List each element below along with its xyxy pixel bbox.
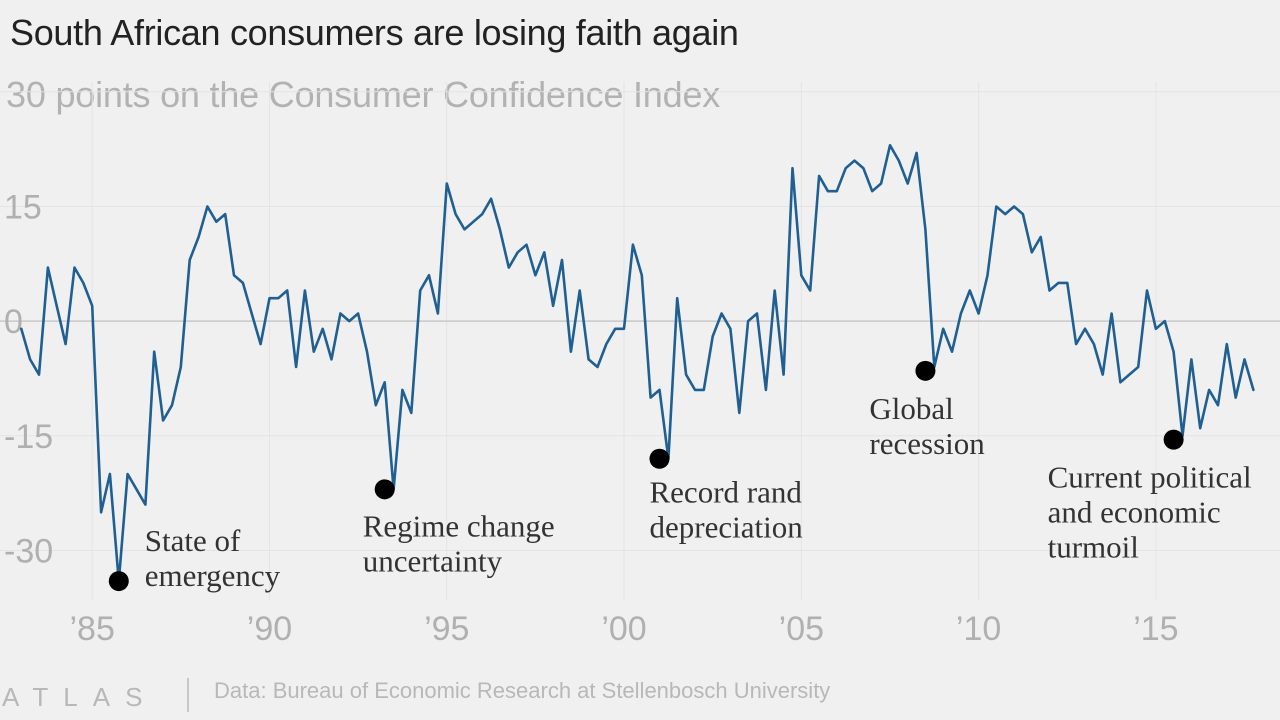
annotation-label: depreciation	[650, 510, 804, 545]
source-note: Data: Bureau of Economic Research at Ste…	[214, 678, 831, 703]
annotation-marker	[915, 360, 936, 381]
chart-subtitle: 30 points on the Consumer Confidence Ind…	[6, 74, 721, 115]
annotation-label: Global	[869, 391, 953, 426]
x-tick-label: ’15	[1133, 610, 1178, 648]
annotation-label: State of	[145, 523, 241, 558]
annotation-marker	[1163, 429, 1184, 450]
x-tick-label: ’90	[247, 610, 292, 648]
annotation-label: and economic	[1048, 495, 1221, 530]
line-chart: 15 0 -15 -30 ’85 ’90 ’95 ’00 ’05 ’10 ’15 State of…	[0, 82, 1280, 648]
y-tick-label: -15	[4, 418, 53, 456]
x-tick-label: ’85	[70, 610, 115, 648]
x-tick-label: ’10	[956, 610, 1001, 648]
y-tick-label: -30	[4, 532, 53, 570]
annotation-marker	[649, 448, 670, 469]
atlas-logo: ATLAS	[2, 682, 158, 712]
series-line	[19, 144, 1255, 583]
annotation-markers	[108, 360, 1184, 592]
annotation-label: uncertainty	[363, 543, 503, 578]
x-axis-ticks: ’85 ’90 ’95 ’00 ’05 ’10 ’15	[70, 610, 1179, 648]
grid	[0, 82, 1280, 600]
annotation-label: turmoil	[1048, 530, 1139, 565]
y-tick-label: 15	[4, 188, 42, 226]
annotation-marker	[374, 479, 395, 500]
annotation-label: emergency	[145, 558, 281, 593]
annotation-label: Regime change	[363, 508, 555, 543]
x-tick-label: ’00	[601, 610, 646, 648]
x-tick-label: ’95	[424, 610, 469, 648]
annotation-marker	[108, 571, 129, 592]
x-tick-label: ’05	[779, 610, 824, 648]
annotation-label: recession	[869, 426, 985, 461]
footer-divider	[187, 678, 189, 712]
y-axis-ticks: 15 0 -15 -30	[4, 188, 53, 570]
series-layer	[19, 144, 1255, 583]
annotation-label: Record rand	[650, 475, 803, 510]
footer: ATLAS Data: Bureau of Economic Research …	[0, 668, 1280, 720]
y-tick-label: 0	[4, 303, 23, 341]
chart-title: South African consumers are losing faith…	[10, 12, 739, 53]
annotation-label: Current political	[1048, 460, 1252, 495]
